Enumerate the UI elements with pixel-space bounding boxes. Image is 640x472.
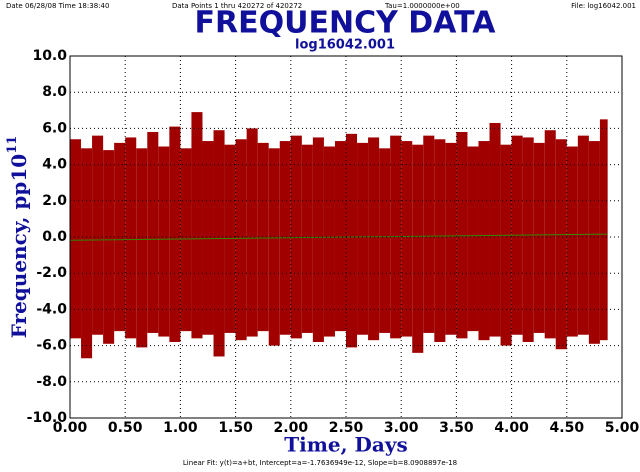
chart-subtitle: log16042.001 [295,38,395,53]
y-tick-label: 4.0 [42,157,67,173]
range-bar [92,135,104,335]
range-bar [257,142,269,332]
y-tick-label: -8.0 [36,374,67,390]
range-bar [566,146,578,337]
range-bar [357,142,369,335]
range-bar [456,132,468,339]
range-bar [533,142,545,333]
range-bar [312,137,324,342]
range-bar [434,139,446,342]
y-tick-label: -2.0 [36,265,67,281]
x-tick-label: 0.00 [53,420,88,436]
range-bar [379,148,391,333]
range-bar [368,137,380,341]
y-tick-label: -10.0 [27,410,68,426]
range-bar [213,130,225,357]
x-tick-label: 3.00 [384,420,419,436]
range-bar [246,128,258,337]
range-bar [180,148,192,332]
range-bar [81,148,93,359]
footnote: Linear Fit: y(t)=a+bt, Intercept=a=-1.76… [183,459,457,467]
y-tick-label: 6.0 [42,120,67,136]
range-bar [268,148,280,346]
x-tick-label: 4.00 [494,420,529,436]
range-bar [334,141,346,332]
range-bar [103,150,115,344]
x-tick-label: 0.50 [108,420,143,436]
y-tick-label: 2.0 [42,193,67,209]
range-bar [290,135,302,339]
y-tick-label: 0.0 [42,229,67,245]
header-tau: Tau=1.0000000e+00 [384,2,460,10]
chart-title: FREQUENCY DATA [195,6,497,41]
x-tick-label: 2.50 [329,420,364,436]
y-tick-label: -4.0 [36,301,67,317]
range-bar [136,148,148,348]
range-bar [423,135,435,333]
range-bar [202,141,214,335]
y-axis-label: Frequency, pp10 [7,154,31,339]
range-bar [169,126,181,342]
range-bar [522,137,534,342]
range-bar [191,112,203,339]
range-bar [478,141,490,341]
x-tick-label: 3.50 [439,420,474,436]
header-file: File: log16042.001 [571,2,636,10]
range-bar [577,135,589,335]
range-bar [323,146,335,337]
plot-frame [69,55,623,419]
range-bar [114,142,126,332]
range-bar [125,137,137,339]
range-bar [599,119,608,341]
x-tick-label: 5.00 [605,420,640,436]
x-axis-label: Time, Days [284,433,407,457]
range-bar [412,144,424,353]
header-date: Date 06/28/08 Time 18:38:40 [6,2,109,10]
range-bar [489,122,501,337]
x-tick-label: 4.50 [550,420,585,436]
x-tick-label: 2.00 [274,420,309,436]
range-bar [235,139,247,341]
x-tick-label: 1.00 [163,420,198,436]
range-bar [158,146,170,337]
range-bar [346,133,358,348]
y-axis-label-exponent: 11 [5,136,20,154]
y-tick-label: -6.0 [36,338,67,354]
y-axis-label-group: Frequency, pp1011 [5,136,31,339]
range-bar [500,144,512,346]
y-tick-label: 10.0 [32,48,67,64]
range-bar [555,139,567,350]
y-tick-label: 8.0 [42,84,67,100]
range-bar [467,146,479,332]
range-bar [147,132,159,333]
header-points: Data Points 1 thru 420272 of 420272 [172,2,302,10]
range-bar [70,139,82,339]
range-bar [401,141,413,337]
x-tick-label: 1.50 [218,420,253,436]
range-bar [445,142,457,335]
range-bar [588,141,600,344]
range-bar [301,144,313,333]
